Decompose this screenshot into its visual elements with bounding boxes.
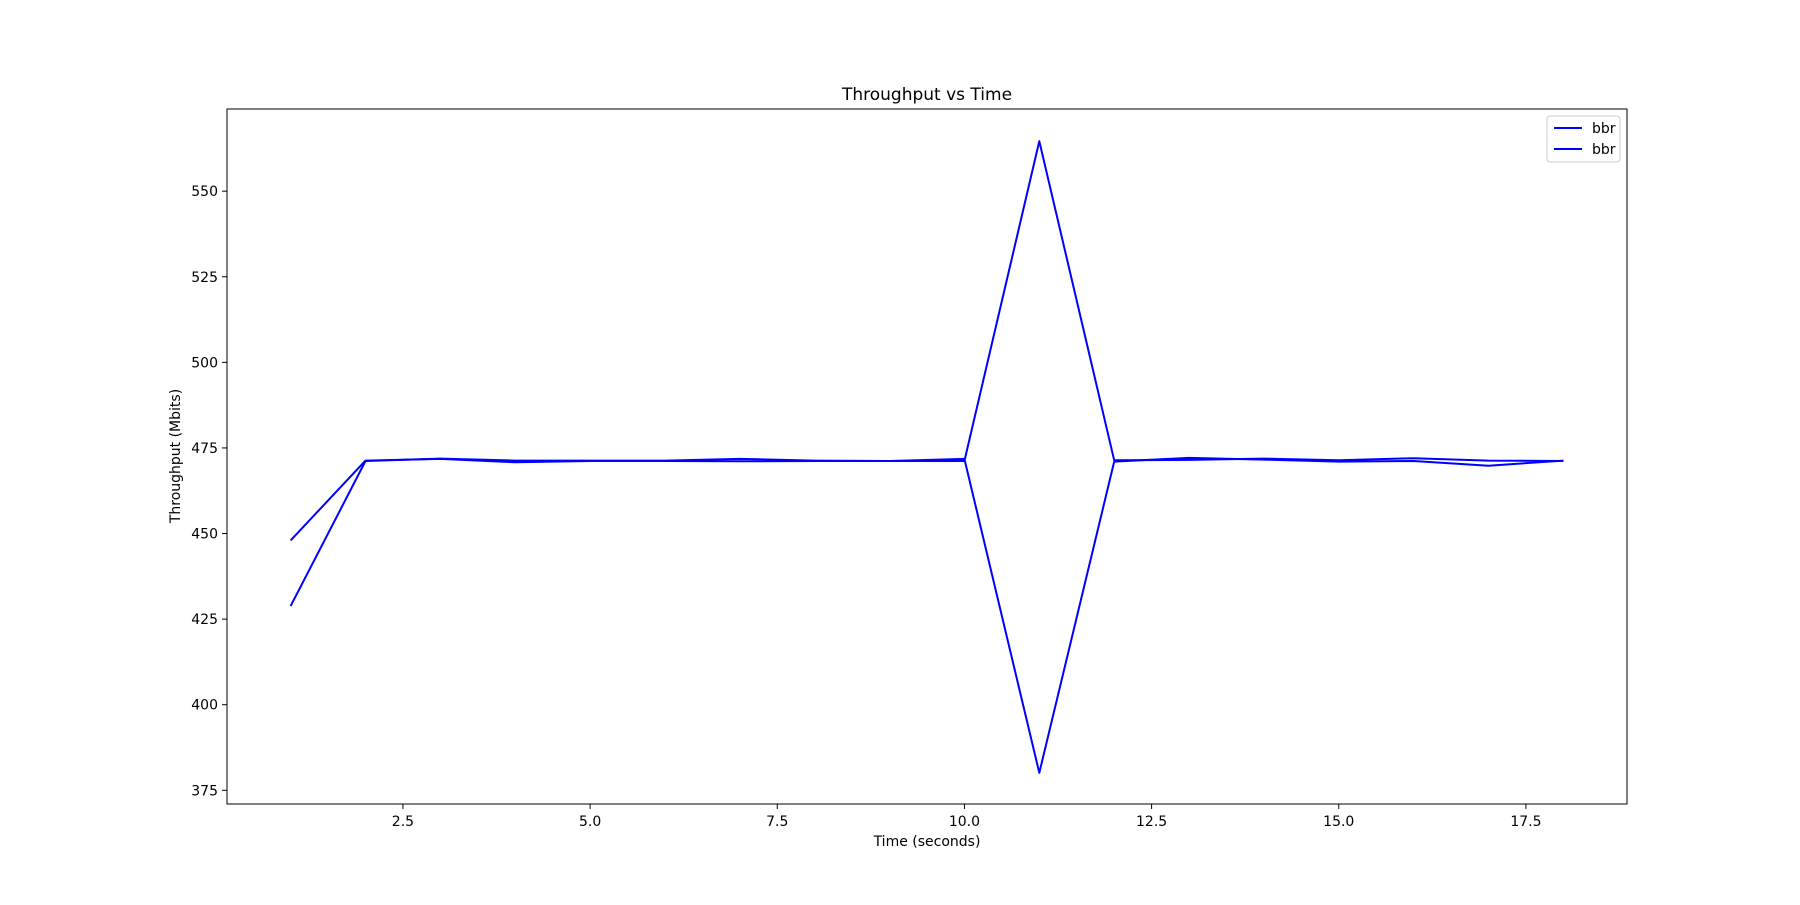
x-axis-ticks: 2.5 5.0 7.5 10.0 12.5 15.0 17.5 — [392, 804, 1542, 830]
y-tick-label: 425 — [191, 612, 218, 628]
x-tick-label: 12.5 — [1136, 814, 1167, 830]
y-tick-label: 525 — [191, 270, 218, 286]
x-tick-label: 15.0 — [1323, 814, 1354, 830]
series-layer — [289, 140, 1564, 774]
y-axis-label: Throughput (Mbits) — [168, 389, 184, 524]
y-tick-label: 400 — [191, 698, 218, 714]
y-tick-label: 500 — [191, 355, 218, 371]
y-tick-label: 475 — [191, 441, 218, 457]
series-line-1 — [289, 140, 1564, 542]
legend-label: bbr — [1592, 121, 1616, 137]
x-tick-label: 7.5 — [766, 814, 788, 830]
x-tick-label: 10.0 — [949, 814, 980, 830]
y-tick-label: 550 — [191, 184, 218, 200]
legend-label: bbr — [1592, 142, 1616, 158]
chart-title: Throughput vs Time — [841, 85, 1012, 105]
y-axis-ticks: 375 400 425 450 475 500 525 550 — [191, 184, 227, 799]
x-axis-label: Time (seconds) — [873, 834, 981, 850]
y-tick-label: 450 — [191, 527, 218, 543]
x-tick-label: 2.5 — [392, 814, 414, 830]
plot-area — [226, 108, 1628, 805]
series-line-2 — [289, 456, 1564, 774]
y-tick-label: 375 — [191, 783, 218, 799]
x-tick-label: 5.0 — [579, 814, 601, 830]
x-tick-label: 17.5 — [1510, 814, 1541, 830]
legend: bbr bbr — [1546, 115, 1621, 163]
plot-frame — [226, 108, 1628, 805]
